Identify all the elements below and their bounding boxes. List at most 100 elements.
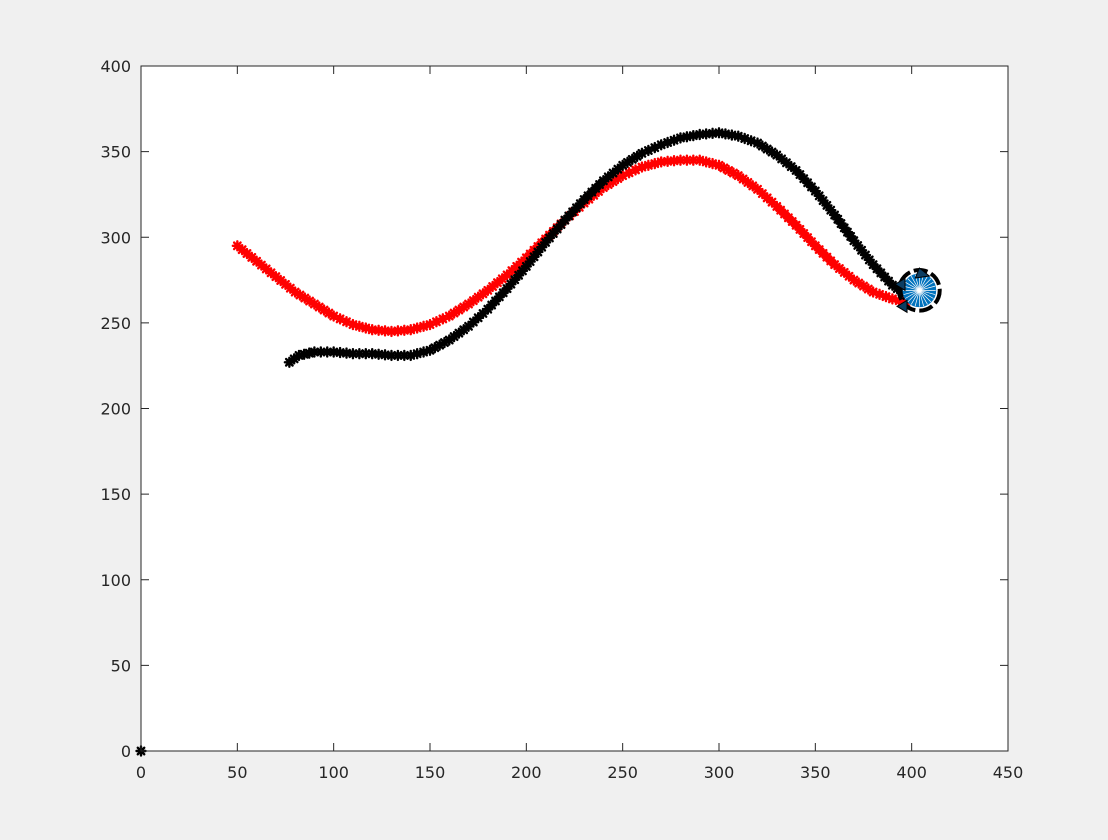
data-point [260,263,272,275]
data-point [602,171,614,183]
data-point [631,150,643,163]
data-point [687,129,700,142]
data-point [642,144,655,157]
data-point [668,134,680,146]
data-point [398,349,411,362]
robot-spoke [919,290,934,299]
data-point [843,270,855,282]
y-tick-label: 0 [121,742,131,761]
data-point [848,274,860,286]
data-point [756,187,769,200]
data-point [636,147,648,160]
data-point [886,293,899,305]
data-point [467,294,480,307]
data-point [629,164,642,176]
data-point [448,330,460,343]
data-point [477,307,489,320]
data-point [532,246,544,258]
data-point [528,251,540,263]
data-point [482,284,494,297]
data-point [855,244,868,256]
data-point [417,320,430,332]
data-point [661,155,674,168]
data-point [551,223,563,235]
data-point [366,348,378,360]
data-point [298,348,310,360]
data-point [852,239,864,252]
data-point [607,175,619,188]
data-point [433,339,446,351]
robot-spoke [907,290,920,303]
data-point [859,249,872,261]
data-point [505,278,517,290]
data-point [303,295,316,307]
data-point [761,192,773,204]
data-point [288,353,300,365]
data-point [511,260,523,273]
data-point [323,307,335,319]
data-point [424,318,436,331]
robot-spoke [903,289,920,295]
data-point [430,316,443,328]
y-tick-label: 400 [100,57,131,76]
data-point [392,349,404,362]
data-point [340,347,353,359]
data-point [719,128,732,140]
data-point [857,280,870,292]
data-point [515,256,528,268]
data-point [880,290,892,303]
y-tick-label: 350 [100,143,131,162]
data-point [236,243,248,256]
data-point [766,146,778,158]
data-point [429,342,441,354]
data-point [308,298,321,310]
data-point [411,322,423,334]
data-point [334,346,346,359]
data-point [700,128,712,140]
robot-spoke [919,281,934,291]
data-point [726,129,738,141]
data-point [392,325,404,337]
data-point [448,307,460,319]
data-point [828,258,841,271]
robot-spoke [919,290,928,305]
y-tick-label: 200 [100,400,131,419]
data-point [453,304,465,316]
data-point [458,301,470,313]
x-tick-label: 400 [896,763,927,782]
data-point [616,169,629,182]
data-point [738,132,751,145]
robot-spoke [914,290,920,307]
data-point [775,153,788,165]
data-point [437,313,449,325]
data-point [313,301,325,313]
robot-heading-arrow [894,277,906,292]
robot-spoke [910,290,920,305]
data-point [616,159,629,172]
plot-area [141,66,1008,751]
data-point [486,280,499,293]
data-point [283,356,296,368]
data-point [737,173,749,185]
data-point [334,313,346,325]
x-tick-label: 100 [318,763,349,782]
data-point [477,288,489,300]
data-point [713,159,725,172]
data-point [833,262,846,275]
data-point [722,164,735,177]
data-point [713,127,725,139]
data-point [467,316,480,328]
y-tick-label: 250 [100,314,131,333]
data-point [732,169,744,182]
data-point [863,254,875,266]
data-point [491,276,504,289]
data-point [821,199,833,212]
data-point [516,265,529,277]
robot-spoke [905,290,920,299]
data-point [411,348,423,360]
data-point [340,316,353,328]
data-point [612,163,624,175]
data-point [751,183,764,195]
robot-heading-arrow [914,267,931,279]
data-point [747,180,759,192]
